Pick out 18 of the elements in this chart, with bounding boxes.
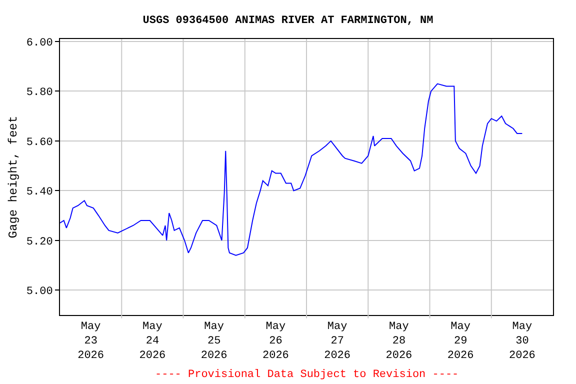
x-tick-label: May 30 2026	[508, 321, 536, 362]
x-tick-label: May 25 2026	[200, 321, 228, 362]
text: ---- Provisional Data Subject to Revision ----	[155, 369, 459, 381]
y-tick-label: 5.40	[26, 186, 53, 199]
x-tick-label: May 27 2026	[324, 321, 351, 362]
x-tick-label: May 23 2026	[78, 321, 104, 362]
y-axis-title: Gage height, feet	[6, 116, 21, 238]
y-tick-label: 5.00	[26, 286, 53, 298]
x-tick-label: May 29 2026	[447, 321, 474, 362]
chart-title: USGS 09364500 ANIMAS RIVER AT FARMINGTON, NM	[142, 15, 434, 28]
y-tick-label: 5.80	[26, 87, 53, 100]
y-tick-label: 5.60	[26, 136, 53, 149]
line-series	[60, 83, 523, 256]
x-tick-label: May 28 2026	[386, 321, 412, 362]
x-tick-label: May 24 2026	[139, 321, 166, 362]
x-tick-label: May 26 2026	[262, 321, 289, 362]
y-tick-label: 5.20	[26, 236, 53, 248]
y-tick-label: 6.00	[26, 37, 53, 50]
